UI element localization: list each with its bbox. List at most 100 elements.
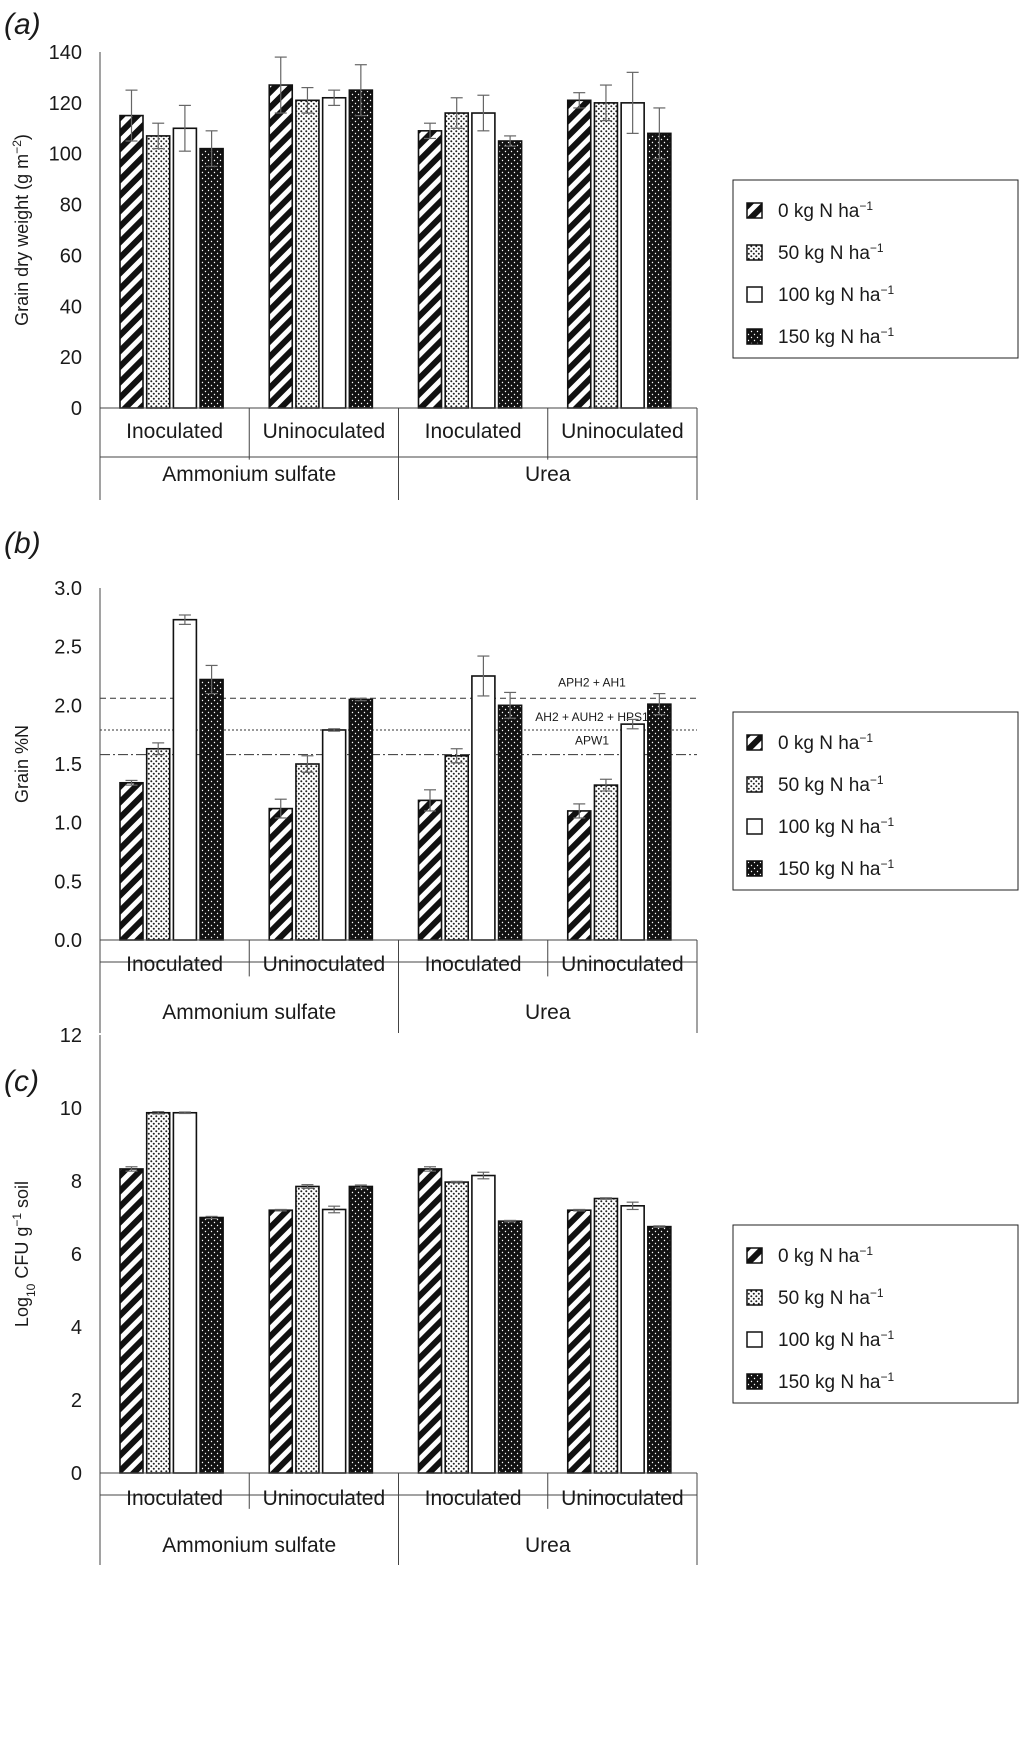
category-label: Inoculated <box>425 420 522 443</box>
y-tick-label: 0.0 <box>54 930 82 952</box>
y-tick-label: 60 <box>60 245 82 267</box>
bar <box>321 1208 347 1474</box>
y-tick-label: 20 <box>60 347 82 369</box>
bar <box>566 1209 592 1474</box>
y-tick-label: 1.0 <box>54 813 82 835</box>
y-axis-label: Grain dry weight (g m−2) <box>10 134 32 326</box>
legend-box <box>732 711 1019 891</box>
bar <box>145 1111 171 1474</box>
bar <box>647 132 672 409</box>
y-tick-label: 4 <box>71 1317 82 1339</box>
legend-label-sup: −1 <box>870 773 884 787</box>
category-label: Uninoculated <box>561 420 684 443</box>
y-axis-label-sup: −2 <box>10 140 24 154</box>
legend-label: 0 kg N ha−1 <box>778 731 873 754</box>
y-axis-label-b: CFU g <box>12 1227 32 1284</box>
legend-swatch <box>746 1331 763 1348</box>
legend-label-text: 100 kg N ha <box>778 1330 881 1351</box>
legend-label-sup: −1 <box>870 241 884 255</box>
y-axis-label-a: Log <box>12 1297 32 1327</box>
bar <box>593 784 619 941</box>
y-tick-label: 3.0 <box>54 578 82 600</box>
bar <box>348 1185 374 1474</box>
legend-label: 100 kg N ha−1 <box>778 1328 894 1351</box>
bar <box>145 135 171 409</box>
legend-swatch <box>746 202 763 219</box>
category-label: Uninoculated <box>561 953 684 976</box>
reference-line-label: AH2 + AUH2 + HPS1 <box>535 710 649 724</box>
legend-label: 150 kg N ha−1 <box>778 857 894 880</box>
bar <box>593 1197 619 1474</box>
legend-label: 50 kg N ha−1 <box>778 241 884 264</box>
bar <box>268 84 294 409</box>
y-tick-label: 0.5 <box>54 871 82 893</box>
bar <box>295 1185 320 1474</box>
y-axis-label-tail: ) <box>12 134 32 140</box>
category-label: Inoculated <box>425 953 522 976</box>
bar <box>145 747 171 941</box>
y-axis-label-sup: −1 <box>10 1213 24 1227</box>
bar <box>295 99 320 409</box>
legend-label: 100 kg N ha−1 <box>778 283 894 306</box>
y-tick-label: 80 <box>60 195 82 217</box>
bar <box>444 112 470 409</box>
y-tick-label: 120 <box>49 93 82 115</box>
legend-label: 50 kg N ha−1 <box>778 1286 884 1309</box>
panel-c-label: (c) <box>4 1065 39 1098</box>
bar <box>566 99 592 409</box>
legend-label-text: 50 kg N ha <box>778 243 870 264</box>
bar <box>172 618 198 941</box>
bar <box>444 1181 470 1474</box>
legend-label-sup: −1 <box>859 199 873 213</box>
bar <box>295 763 320 941</box>
bar <box>119 1168 144 1474</box>
y-tick-label: 12 <box>60 1025 82 1047</box>
y-tick-label: 1.5 <box>54 754 82 776</box>
panel-a-label: (a) <box>4 8 41 41</box>
y-tick-label: 100 <box>49 144 82 166</box>
bar <box>172 1111 198 1474</box>
legend-swatch <box>746 286 763 303</box>
bar <box>348 89 374 409</box>
bar <box>417 130 443 409</box>
bar <box>119 781 144 941</box>
y-axis-label-sub: 10 <box>24 1283 38 1297</box>
bar <box>497 1220 523 1474</box>
bar <box>471 112 496 409</box>
legend-swatch <box>746 1247 763 1264</box>
reference-line-label: APW1 <box>575 734 609 748</box>
legend-label-sup: −1 <box>880 1370 894 1384</box>
legend-swatch <box>746 776 763 793</box>
bar <box>593 102 619 409</box>
legend-label: 0 kg N ha−1 <box>778 1244 873 1267</box>
y-tick-label: 2.0 <box>54 695 82 717</box>
bar <box>321 96 347 409</box>
legend-label-text: 0 kg N ha <box>778 733 860 754</box>
bar <box>620 102 645 409</box>
legend-swatch <box>746 1289 763 1306</box>
category-label: Uninoculated <box>561 1487 684 1510</box>
supergroup-label: Urea <box>525 1534 571 1557</box>
bar <box>566 810 592 941</box>
bar <box>647 703 672 941</box>
bar <box>268 807 294 941</box>
legend-label: 0 kg N ha−1 <box>778 199 873 222</box>
bar <box>348 698 374 941</box>
legend-label: 50 kg N ha−1 <box>778 773 884 796</box>
bar <box>497 140 523 409</box>
y-tick-label: 6 <box>71 1244 82 1266</box>
y-tick-label: 2 <box>71 1390 82 1412</box>
legend-label-sup: −1 <box>870 1286 884 1300</box>
bar <box>497 704 523 941</box>
legend-label-text: 150 kg N ha <box>778 327 881 348</box>
bar <box>417 1168 443 1474</box>
y-axis-label: Grain %N <box>12 725 32 803</box>
panel-a: (a) 0 20 40 60 80 100 120 140 Grain dry weight (g… <box>4 8 1019 500</box>
bar <box>172 127 198 409</box>
legend-swatch <box>746 244 763 261</box>
category-label: Uninoculated <box>263 1487 386 1510</box>
legend-label: 150 kg N ha−1 <box>778 325 894 348</box>
legend-box <box>732 1224 1019 1404</box>
